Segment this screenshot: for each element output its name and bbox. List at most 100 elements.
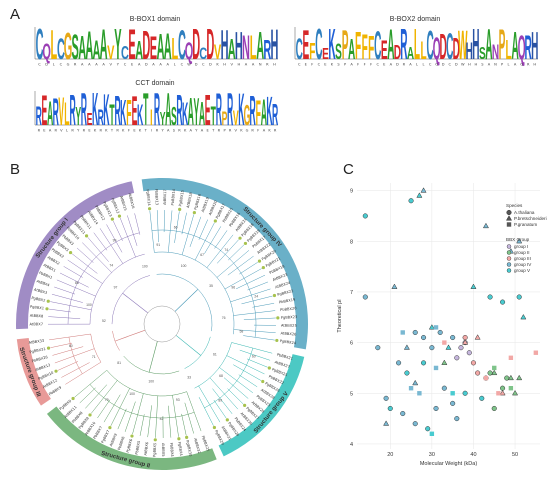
logo-letter-a: A (485, 25, 492, 67)
pg-marker (110, 217, 114, 221)
logo-letter-r: R (272, 98, 278, 132)
bootstrap-value: 97 (114, 286, 118, 290)
logo-letter-r: R (250, 89, 256, 133)
tree-branch (155, 395, 159, 438)
logo-axis-residue: A (81, 63, 84, 67)
clade-arc (67, 232, 140, 325)
logo-letter-i: I (150, 105, 152, 130)
leaf-label: PbBBX19 (279, 297, 297, 304)
tree-branch (184, 402, 194, 434)
bootstrap-value: 100 (148, 379, 154, 383)
point-triangle (499, 389, 506, 396)
logo-axis-residue: R (251, 129, 254, 133)
leaf-label: PgBBX24 (279, 339, 297, 345)
tree-branch (63, 266, 83, 278)
logo-axis-residue: A (88, 63, 91, 67)
logo-letter-a: A (261, 92, 267, 133)
point-circle (433, 405, 439, 412)
leaf-label: PgBBX10 (38, 370, 55, 381)
tree-branch (247, 358, 268, 368)
logo-letter-h: H (466, 37, 473, 64)
point-circle (375, 345, 381, 351)
tree-branch (127, 215, 138, 246)
leaf-label: PbBBX1 (38, 271, 53, 280)
logo-letter-l: L (171, 31, 178, 66)
tree-branch (212, 388, 233, 414)
logo-axis-residue: E (88, 129, 91, 133)
leaf-label: AtBBX17 (163, 189, 167, 205)
pg-marker (46, 346, 51, 350)
tree-branch (239, 349, 271, 361)
panel-c-letter: C (343, 161, 354, 178)
logo-letter-c: C (57, 32, 65, 65)
logo-letter-k: K (103, 89, 109, 133)
bootstrap-value: 100 (181, 264, 187, 268)
point-circle (516, 294, 522, 300)
leaf-label: PbBBX2 (51, 248, 65, 259)
tree-branch (85, 384, 108, 409)
leaf-label: PbBBX14 (171, 188, 176, 205)
tree-branch (93, 232, 108, 251)
bootstrap-value: 100 (129, 392, 135, 396)
tree-branch (233, 329, 276, 334)
tree-branch (65, 361, 102, 385)
legend-group-title: BBX Group (506, 237, 530, 242)
logo-axis-residue: W (187, 63, 191, 67)
pg-marker (275, 338, 279, 343)
point-circle (396, 360, 402, 366)
logo-axis-residue: F (128, 129, 130, 133)
logo-axis-residue: H (273, 63, 276, 67)
tree-branch (134, 213, 141, 235)
tree-branch (76, 247, 94, 263)
logo-axis-residue: T (144, 129, 148, 133)
logo-axis-residue: S (481, 63, 484, 67)
logo-axis-residue: A (159, 63, 162, 67)
leaf-label: PgBBX12 (110, 197, 120, 214)
tree-branch (139, 414, 145, 436)
logo-title-bbox2: B-BOX2 domain (389, 16, 441, 23)
logo-letter-e: E (132, 89, 138, 133)
logo-letter-l: L (420, 38, 426, 66)
logo-axis-residue: Y (162, 129, 165, 133)
tree-branch (49, 333, 91, 341)
logo-letter-a: A (135, 37, 143, 66)
logo-axis-residue: N (259, 63, 262, 67)
logo-letter-g: G (64, 25, 73, 67)
logo-axis-residue: N (494, 63, 497, 67)
logo-letter-a: A (165, 89, 171, 133)
leaf-label: PgBBX17 (215, 203, 226, 219)
pg-marker (243, 403, 247, 408)
logo-axis-residue: R (527, 63, 530, 67)
group-ring-4 (16, 338, 51, 406)
point-square (450, 391, 455, 396)
tree-branch (227, 388, 244, 405)
leaf-label: PbBBX12 (94, 205, 105, 221)
point-circle (450, 334, 456, 341)
point-square (408, 386, 414, 391)
logo-letter-c: C (315, 25, 322, 67)
point-triangle (512, 389, 519, 396)
point-circle (420, 360, 427, 366)
clade-arc (156, 273, 213, 332)
point-triangle (428, 324, 435, 330)
bootstrap-value: 71 (92, 355, 96, 359)
tree-branch (181, 413, 187, 436)
bootstrap-value: 89 (218, 399, 222, 403)
legend-group-swatch (506, 256, 512, 261)
logo-letter-s: S (479, 43, 486, 63)
point-circle (487, 294, 493, 300)
tree-branch (181, 214, 195, 255)
logo-axis-residue: H (475, 63, 478, 67)
logo-axis-residue: T (211, 129, 215, 133)
logo-letter-d: D (206, 25, 214, 67)
logo-letter-l: L (50, 25, 57, 67)
leaf-label: PbBBX6 (117, 435, 126, 450)
panel-b-letter: B (10, 161, 21, 178)
tree-branches: AtBBX7AtBBX8PgBBX1PgBBX2AtBBX3AtBBX4PbBB… (28, 188, 297, 457)
legend-group-swatch (506, 250, 512, 255)
logo-axis-residue: A (167, 129, 170, 133)
logo-letter-k: K (137, 98, 143, 132)
point-square (429, 431, 435, 436)
logo-axis-residue: R (38, 129, 41, 133)
leaf-label: AtBBX32 (193, 438, 201, 454)
